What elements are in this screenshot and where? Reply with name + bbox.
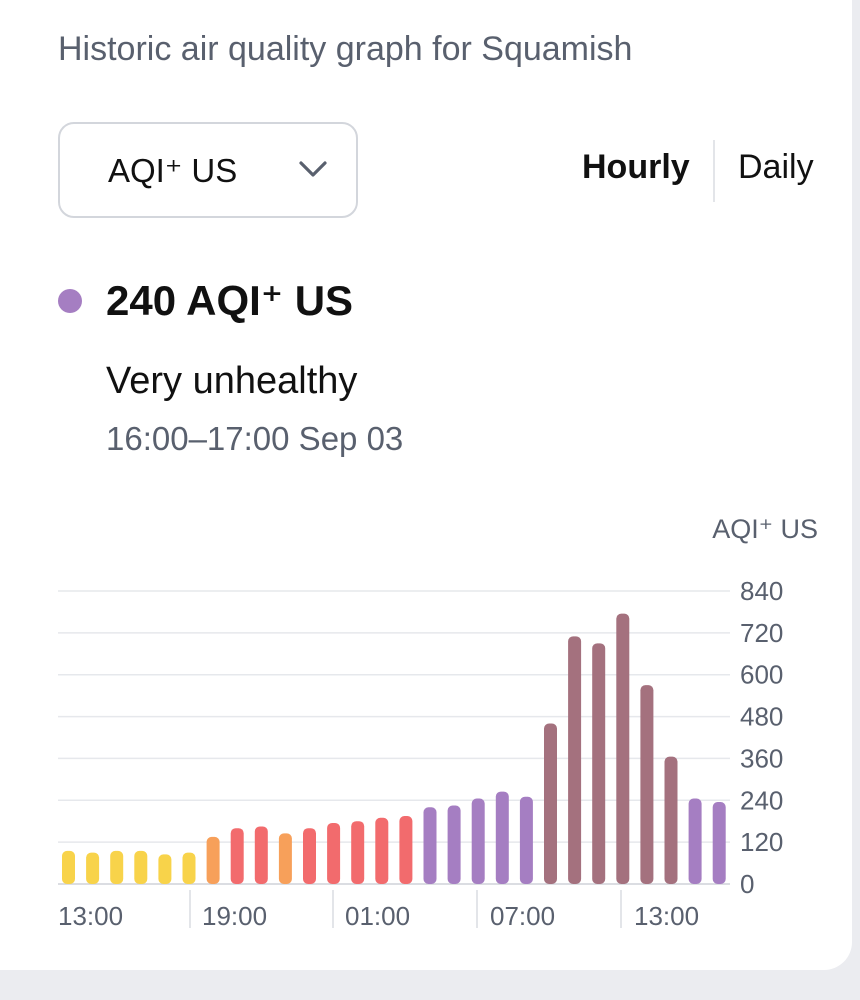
bar[interactable] xyxy=(158,854,172,884)
aqi-level-dot-icon xyxy=(58,289,82,313)
bar[interactable] xyxy=(592,643,606,884)
y-tick-label: 840 xyxy=(740,576,783,606)
selected-aqi-value: 240 AQI⁺ US xyxy=(106,277,354,324)
bar[interactable] xyxy=(230,828,244,884)
bar[interactable] xyxy=(471,798,485,884)
bar[interactable] xyxy=(62,850,75,884)
x-tick-label: 01:00 xyxy=(345,901,410,931)
hourly-toggle-button[interactable]: Hourly xyxy=(582,148,690,186)
bar[interactable] xyxy=(278,833,292,884)
y-tick-label: 240 xyxy=(740,785,783,815)
x-tick-label: 19:00 xyxy=(202,901,267,931)
y-tick-label: 480 xyxy=(740,702,783,732)
bar[interactable] xyxy=(616,613,630,884)
bar[interactable] xyxy=(86,852,100,884)
bar[interactable] xyxy=(495,791,509,884)
bar[interactable] xyxy=(664,756,678,884)
bar[interactable] xyxy=(351,821,365,884)
x-tick-label: 13:00 xyxy=(634,901,699,931)
chart-subtitle: Historic air quality graph for Squamish xyxy=(58,30,633,68)
bar[interactable] xyxy=(399,815,413,884)
bar[interactable] xyxy=(206,836,220,884)
x-tick-label: 13:00 xyxy=(58,901,123,931)
y-tick-label: 600 xyxy=(740,660,783,690)
y-tick-label: 720 xyxy=(740,618,783,648)
bar[interactable] xyxy=(134,850,148,884)
bar[interactable] xyxy=(182,852,196,884)
bar[interactable] xyxy=(519,796,533,884)
chart-unit-label: AQI⁺ US xyxy=(712,514,818,544)
selected-aqi-level: Very unhealthy xyxy=(106,360,358,402)
bar[interactable] xyxy=(254,826,268,884)
pollutant-select[interactable]: AQI⁺ US xyxy=(58,122,358,218)
bar[interactable] xyxy=(110,850,124,884)
pollutant-select-label: AQI⁺ US xyxy=(108,151,238,189)
daily-toggle-button[interactable]: Daily xyxy=(738,148,814,186)
selected-time-range: 16:00–17:00 Sep 03 xyxy=(106,420,404,457)
bar[interactable] xyxy=(423,807,437,884)
bar[interactable] xyxy=(327,822,341,884)
aqi-bar-chart[interactable]: 840 720 600 480 360 240 120 0 13:00 19:00 01:00 07:… xyxy=(0,570,860,940)
toggle-divider xyxy=(713,140,715,202)
x-tick-label: 07:00 xyxy=(490,901,555,931)
bar[interactable] xyxy=(375,817,389,884)
bar[interactable] xyxy=(712,802,726,884)
bar[interactable] xyxy=(640,685,654,884)
y-tick-label: 0 xyxy=(740,869,754,899)
y-tick-label: 120 xyxy=(740,827,783,857)
bar[interactable] xyxy=(688,798,702,884)
bar[interactable] xyxy=(303,828,316,884)
bar[interactable] xyxy=(447,805,461,884)
chevron-down-icon xyxy=(299,161,327,177)
y-tick-label: 360 xyxy=(740,743,783,773)
bar[interactable] xyxy=(568,636,582,884)
bar[interactable] xyxy=(544,723,557,884)
